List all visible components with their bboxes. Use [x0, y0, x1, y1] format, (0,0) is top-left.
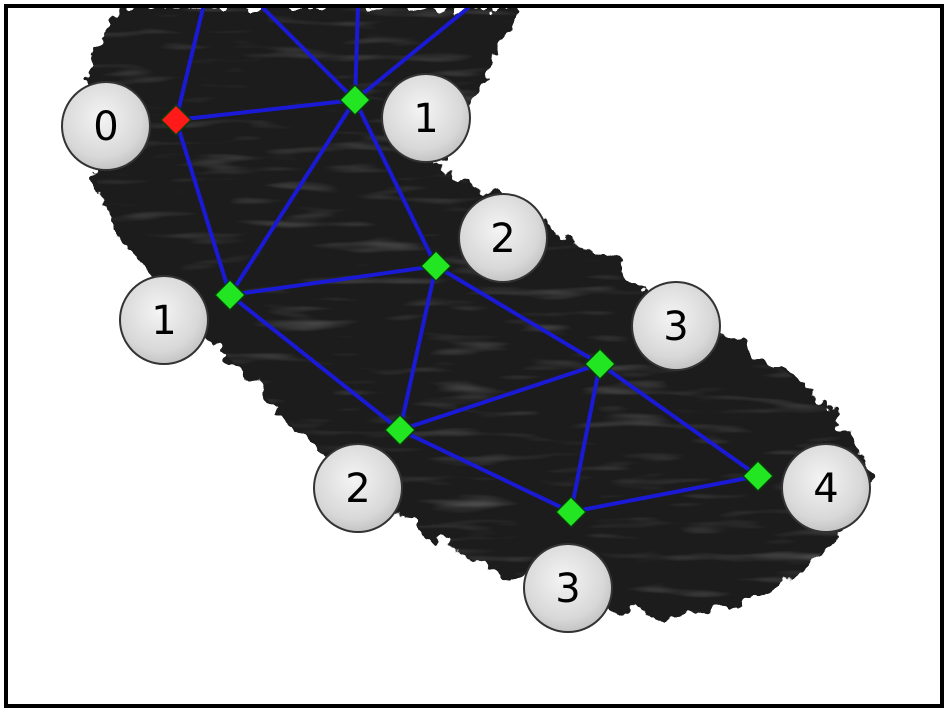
label-text: 0: [93, 104, 118, 150]
label-bubble: [458, 193, 548, 283]
label-bubble: [631, 281, 721, 371]
edge-n1a-n1b: [228, 98, 357, 297]
node-n1b: [213, 278, 247, 312]
label-text: 1: [151, 298, 176, 344]
edge-n3a-n4: [598, 362, 760, 478]
node-label-n1b: 1: [119, 275, 209, 365]
node-n2a: [419, 249, 453, 283]
edge-offscreen-n1a: [261, 8, 357, 102]
label-bubble: [781, 443, 871, 533]
node-n3b: [554, 495, 588, 529]
edge-n0-n1a: [174, 98, 357, 122]
label-text: 4: [813, 466, 838, 512]
node-n3a: [583, 347, 617, 381]
source-node-n0: [159, 103, 193, 137]
node-label-n3a: 3: [631, 281, 721, 371]
label-bubble: [119, 275, 209, 365]
labels-layer: 0 1 1 2 2 3 3 4: [61, 73, 871, 633]
label-bubble: [523, 543, 613, 633]
node-n2b: [383, 413, 417, 447]
edge-n2a-n2b: [398, 264, 438, 432]
diagram-frame: 0 1 1 2 2 3 3 4: [4, 4, 944, 708]
node-label-n1a: 1: [381, 73, 471, 163]
edge-offscreen-n1a: [353, 8, 470, 102]
edges-layer: [174, 8, 760, 514]
edge-n2b-n3b: [398, 428, 573, 514]
edge-offscreen-n0: [174, 8, 205, 122]
node-n1a: [338, 83, 372, 117]
node-n4: [741, 459, 775, 493]
node-label-n2b: 2: [313, 443, 403, 533]
label-text: 2: [490, 216, 515, 262]
label-text: 3: [663, 304, 688, 350]
edge-n0-n1b: [174, 118, 232, 297]
label-bubble: [313, 443, 403, 533]
label-text: 3: [555, 566, 580, 612]
edge-n3a-n3b: [569, 362, 602, 514]
label-bubble: [61, 81, 151, 171]
label-text: 1: [413, 96, 438, 142]
edge-n1a-n2a: [353, 98, 438, 268]
graph-diagram: 0 1 1 2 2 3 3 4: [61, 8, 871, 633]
node-label-n2a: 2: [458, 193, 548, 283]
edge-n1b-n2a: [228, 264, 438, 297]
edge-n2b-n3a: [398, 362, 602, 432]
nodes-layer: [159, 83, 775, 529]
node-label-n0: 0: [61, 81, 151, 171]
node-label-n4: 4: [781, 443, 871, 533]
label-bubble: [381, 73, 471, 163]
label-text: 2: [345, 466, 370, 512]
edge-n1b-n2b: [228, 293, 402, 432]
node-label-n3b: 3: [523, 543, 613, 633]
edge-n3b-n4: [569, 474, 760, 514]
edge-n2a-n3a: [434, 264, 602, 366]
